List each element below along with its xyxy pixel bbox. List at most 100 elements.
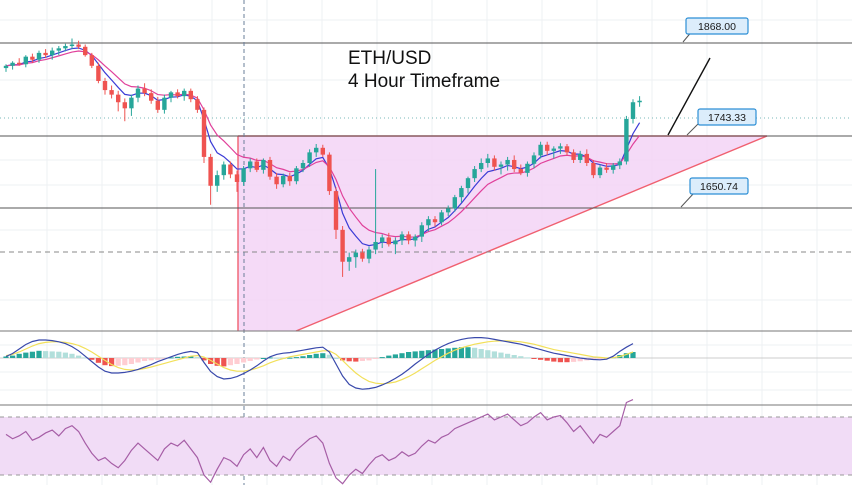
candle xyxy=(406,231,411,245)
macd-histogram-bar xyxy=(234,358,240,364)
candle xyxy=(505,156,510,171)
candle-body xyxy=(142,88,147,94)
macd-histogram-bar xyxy=(194,357,200,359)
macd-histogram-bar xyxy=(3,356,9,358)
candle xyxy=(314,144,319,157)
macd-histogram-bar xyxy=(161,358,167,359)
macd-histogram-bar xyxy=(432,349,438,358)
candle-body xyxy=(472,169,477,179)
candle xyxy=(485,153,490,168)
candle-body xyxy=(63,46,68,49)
macd-histogram-bar xyxy=(406,352,412,358)
candle xyxy=(23,55,28,68)
candle-body xyxy=(36,52,42,60)
macd-histogram-bar xyxy=(155,358,161,360)
candle-body xyxy=(551,148,556,151)
candle-body xyxy=(353,252,358,258)
candle xyxy=(538,141,543,159)
candle xyxy=(333,187,339,239)
candle-body xyxy=(89,55,94,66)
macd-histogram-bar xyxy=(56,351,62,358)
macd-histogram-bar xyxy=(419,350,425,358)
candle-body xyxy=(399,234,405,241)
candle-body xyxy=(56,48,61,51)
candle xyxy=(320,144,325,157)
macd-histogram-bar xyxy=(274,357,280,359)
candle-body xyxy=(175,92,180,97)
label-1868-text: 1868.00 xyxy=(698,21,736,33)
candle-body xyxy=(320,147,325,155)
candle-body xyxy=(155,100,160,110)
macd-histogram-bar xyxy=(201,358,207,361)
macd-histogram-bar xyxy=(76,355,82,358)
candle xyxy=(129,94,134,116)
candle-body xyxy=(162,97,167,110)
candle-body xyxy=(617,161,622,166)
candle xyxy=(116,90,121,112)
candle xyxy=(142,83,147,97)
candle xyxy=(56,46,61,56)
macd-histogram-bar xyxy=(571,358,577,362)
macd-histogram-bar xyxy=(505,353,511,358)
candle-body xyxy=(221,164,226,176)
candle xyxy=(637,96,642,107)
candle xyxy=(287,172,292,186)
candle-body xyxy=(327,154,332,192)
macd-histogram-bar xyxy=(148,358,154,361)
candle-body xyxy=(465,178,471,189)
macd-histogram-bar xyxy=(564,358,570,363)
candle xyxy=(102,77,108,95)
candle xyxy=(188,88,193,103)
candle xyxy=(340,226,345,277)
macd-histogram-bar xyxy=(128,358,134,364)
candle-body xyxy=(347,257,352,262)
macd-histogram-bar xyxy=(439,349,445,358)
macd-histogram-bar xyxy=(353,358,359,362)
candle-body xyxy=(149,93,154,101)
candle-body xyxy=(188,90,193,100)
candle-body xyxy=(274,176,279,185)
candle-body xyxy=(518,169,523,173)
candle-body xyxy=(122,102,127,109)
candle-body xyxy=(413,236,418,241)
candle-body xyxy=(545,144,550,151)
candle-body xyxy=(406,234,411,241)
candle-body xyxy=(597,167,603,176)
candle xyxy=(162,94,167,114)
macd-histogram-bar xyxy=(181,356,187,358)
candle-body xyxy=(492,158,497,167)
label-1743: 1743.33 xyxy=(686,108,757,136)
candle xyxy=(135,85,141,103)
candle-body xyxy=(96,65,101,81)
candle xyxy=(551,146,556,159)
macd-histogram-bar xyxy=(29,351,35,358)
candle xyxy=(274,172,279,189)
candle xyxy=(419,222,424,242)
candle-body xyxy=(380,237,385,242)
macd-histogram xyxy=(3,347,636,367)
macd-histogram-bar xyxy=(597,358,603,360)
candle-body xyxy=(281,175,286,185)
candle xyxy=(584,149,589,167)
macd-histogram-bar xyxy=(359,358,365,361)
candle-body xyxy=(525,163,530,173)
macd-histogram-bar xyxy=(313,353,319,358)
candle xyxy=(3,64,9,72)
candle-body xyxy=(505,159,510,165)
candle-body xyxy=(630,102,636,119)
candle-body xyxy=(102,80,108,91)
candle xyxy=(175,89,180,99)
candle xyxy=(96,62,101,84)
macd-histogram-bar xyxy=(82,357,88,359)
candle xyxy=(525,161,530,177)
candle xyxy=(439,210,444,226)
candle-body xyxy=(17,62,22,65)
candle xyxy=(604,162,609,173)
macd-histogram-bar xyxy=(247,358,253,361)
candle-body xyxy=(452,197,457,209)
macd-histogram-bar xyxy=(109,358,115,367)
macd-histogram-bar xyxy=(254,358,260,360)
macd-histogram-bar xyxy=(333,358,339,359)
label-1743-text: 1743.33 xyxy=(708,112,746,124)
candle-body xyxy=(254,161,259,170)
